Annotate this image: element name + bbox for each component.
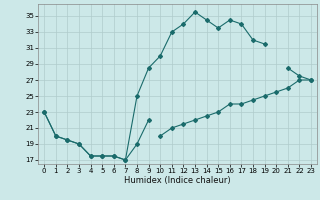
X-axis label: Humidex (Indice chaleur): Humidex (Indice chaleur) [124, 176, 231, 185]
